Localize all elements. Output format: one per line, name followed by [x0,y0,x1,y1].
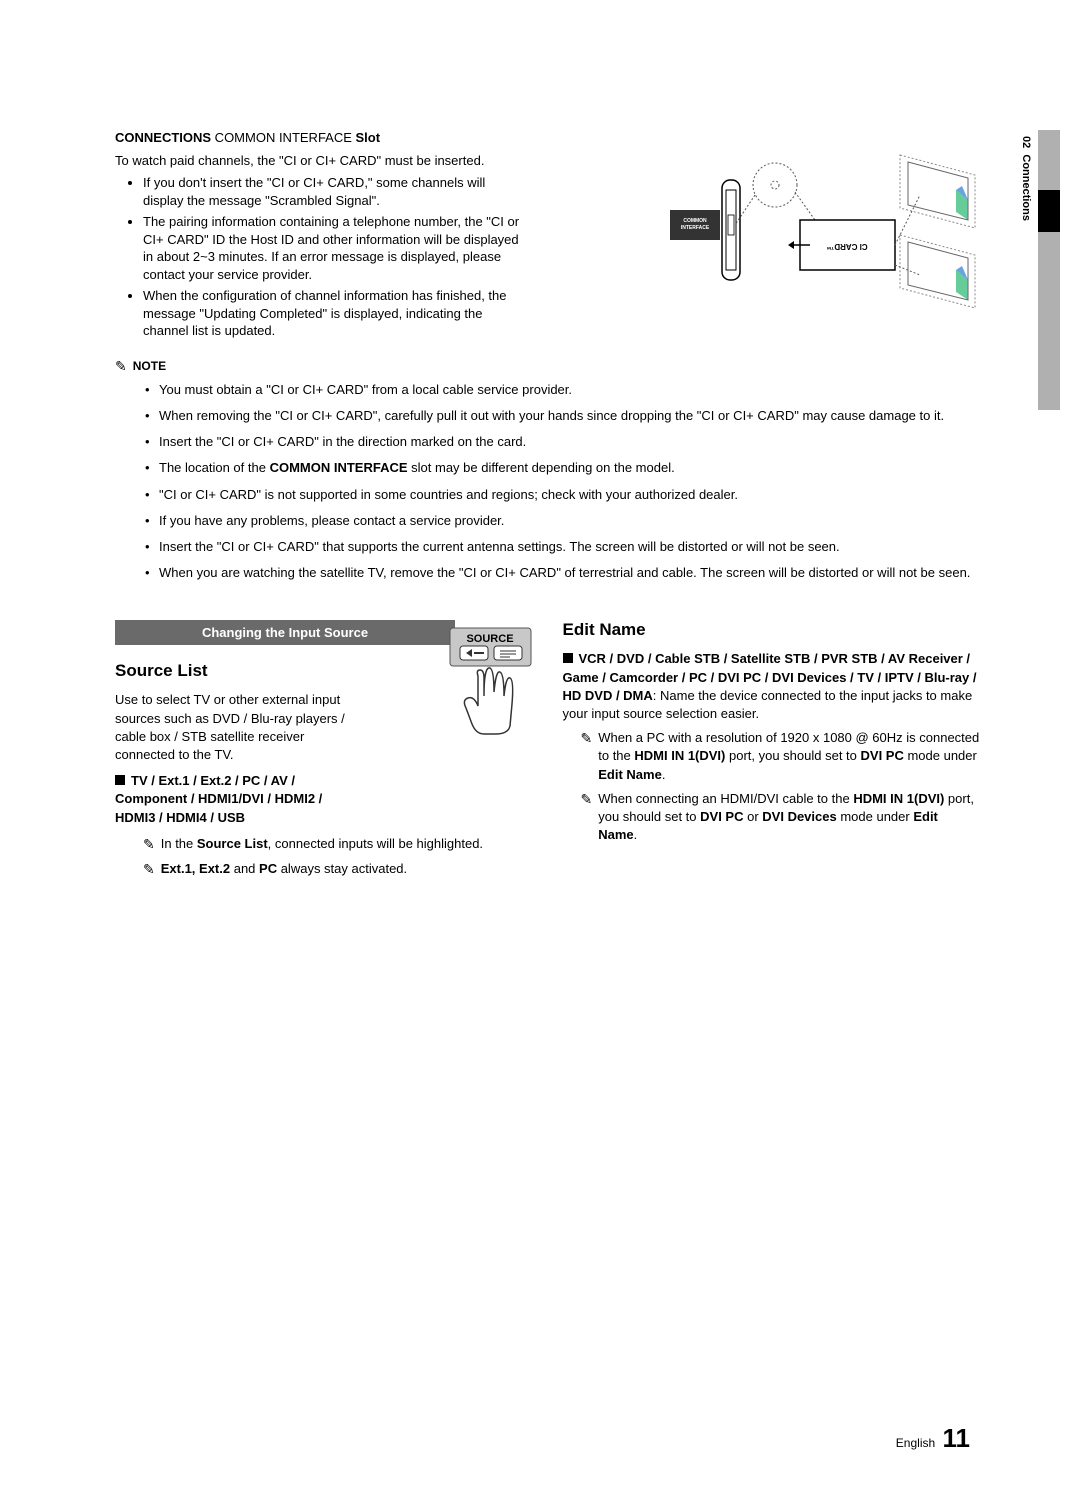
slot-heading: CONNECTIONS COMMON INTERFACE Slot [115,130,980,145]
t: HDMI IN 1(DVI) [853,791,944,806]
square-bullet-icon [115,775,125,785]
t: mode under [837,809,914,824]
note-item: The location of the COMMON INTERFACE slo… [145,459,980,477]
edit-tip: ✎ When connecting an HDMI/DVI cable to t… [581,790,981,845]
t: port, you should set to [725,748,860,763]
ci-card-diagram: COMMON INTERFACE CI CARD™ [660,150,990,310]
hand-icon: ✎ [143,860,155,880]
tip-text: and [230,861,259,876]
top-bullet-wrap: If you don't insert the "CI or CI+ CARD,… [115,174,520,340]
t: mode under [904,748,977,763]
note-item: When you are watching the satellite TV, … [145,564,980,582]
square-bullet-icon [563,653,573,663]
t: DVI PC [700,809,743,824]
note-label-text: NOTE [133,359,166,373]
source-tip: ✎ In the Source List, connected inputs w… [143,835,533,855]
edit-name-list-wrap: VCR / DVD / Cable STB / Satellite STB / … [563,650,981,723]
t: DVI Devices [762,809,836,824]
source-list-body: Use to select TV or other external input… [115,691,365,764]
note-item: You must obtain a "CI or CI+ CARD" from … [145,381,980,399]
tip-bold: Ext.1, Ext.2 [161,861,230,876]
top-bullet: The pairing information containing a tel… [143,213,520,283]
note-part: slot may be different depending on the m… [408,460,675,475]
slot-heading-bold2: Slot [356,130,381,145]
section-banner: Changing the Input Source [115,620,455,645]
chapter-number: 02 [1020,136,1032,148]
tab-gray-bar [1038,130,1060,410]
edit-name-body: VCR / DVD / Cable STB / Satellite STB / … [563,650,981,844]
chapter-label: 02 Connections [1020,136,1032,221]
tip-text: always stay activated. [277,861,407,876]
hand-icon: ✎ [143,835,155,855]
tip-text: , connected inputs will be highlighted. [268,836,483,851]
t: . [634,827,638,842]
tab-black-bar [1038,190,1060,232]
source-button-diagram: SOURCE [448,626,533,736]
t: or [743,809,762,824]
tip-bold: Source List [197,836,268,851]
edit-tip: ✎ When a PC with a resolution of 1920 x … [581,729,981,784]
tip-bold: PC [259,861,277,876]
note-item: "CI or CI+ CARD" is not supported in som… [145,486,980,504]
note-item: When removing the "CI or CI+ CARD", care… [145,407,980,425]
page-number: 11 [943,1423,971,1453]
note-part-bold: COMMON INTERFACE [270,460,408,475]
right-column: Edit Name VCR / DVD / Cable STB / Satell… [563,590,981,886]
note-item: Insert the "CI or CI+ CARD" in the direc… [145,433,980,451]
note-part: The location of the [159,460,270,475]
t: Edit Name [598,767,662,782]
diagram-slot-label: COMMON [683,218,707,224]
hand-icon: ✎ [581,790,593,810]
note-item: If you have any problems, please contact… [145,512,980,530]
page: 02 Connections CONNECTIONS COMMON INTERF… [0,0,1080,926]
diagram-slot-label2: INTERFACE [681,225,710,231]
hand-icon: ✎ [581,729,593,749]
note-list: You must obtain a "CI or CI+ CARD" from … [115,381,980,583]
source-tips: ✎ In the Source List, connected inputs w… [115,835,533,880]
chapter-tab: 02 Connections [1000,130,1060,410]
edit-name-heading: Edit Name [563,620,981,640]
t: . [662,767,666,782]
tip-text: In the [161,836,197,851]
ci-slot-section: CONNECTIONS COMMON INTERFACE Slot To wat… [115,130,980,340]
source-btn-label: SOURCE [466,633,513,645]
sources-line-wrap: TV / Ext.1 / Ext.2 / PC / AV / Component… [115,772,365,827]
top-bullets: If you don't insert the "CI or CI+ CARD,… [115,174,520,340]
page-footer: English 11 [896,1423,970,1454]
t: DVI PC [861,748,904,763]
left-column: Changing the Input Source Source List Us… [115,590,533,886]
edit-name-tips: ✎ When a PC with a resolution of 1920 x … [563,729,981,844]
top-bullet: When the configuration of channel inform… [143,287,520,340]
diagram-card-label: CI CARD™ [826,242,867,251]
footer-lang: English [896,1436,935,1450]
slot-heading-mid: COMMON INTERFACE [211,130,355,145]
note-header: ✎ NOTE [115,358,980,375]
top-bullet: If you don't insert the "CI or CI+ CARD,… [143,174,520,209]
note-icon: ✎ [115,358,127,375]
t: HDMI IN 1(DVI) [634,748,725,763]
sources-line: TV / Ext.1 / Ext.2 / PC / AV / Component… [115,773,322,824]
t: When connecting an HDMI/DVI cable to the [598,791,853,806]
slot-heading-bold1: CONNECTIONS [115,130,211,145]
bottom-columns: Changing the Input Source Source List Us… [115,590,980,886]
note-item: Insert the "CI or CI+ CARD" that support… [145,538,980,556]
chapter-title: Connections [1020,154,1032,221]
source-tip: ✎ Ext.1, Ext.2 and PC always stay activa… [143,860,533,880]
